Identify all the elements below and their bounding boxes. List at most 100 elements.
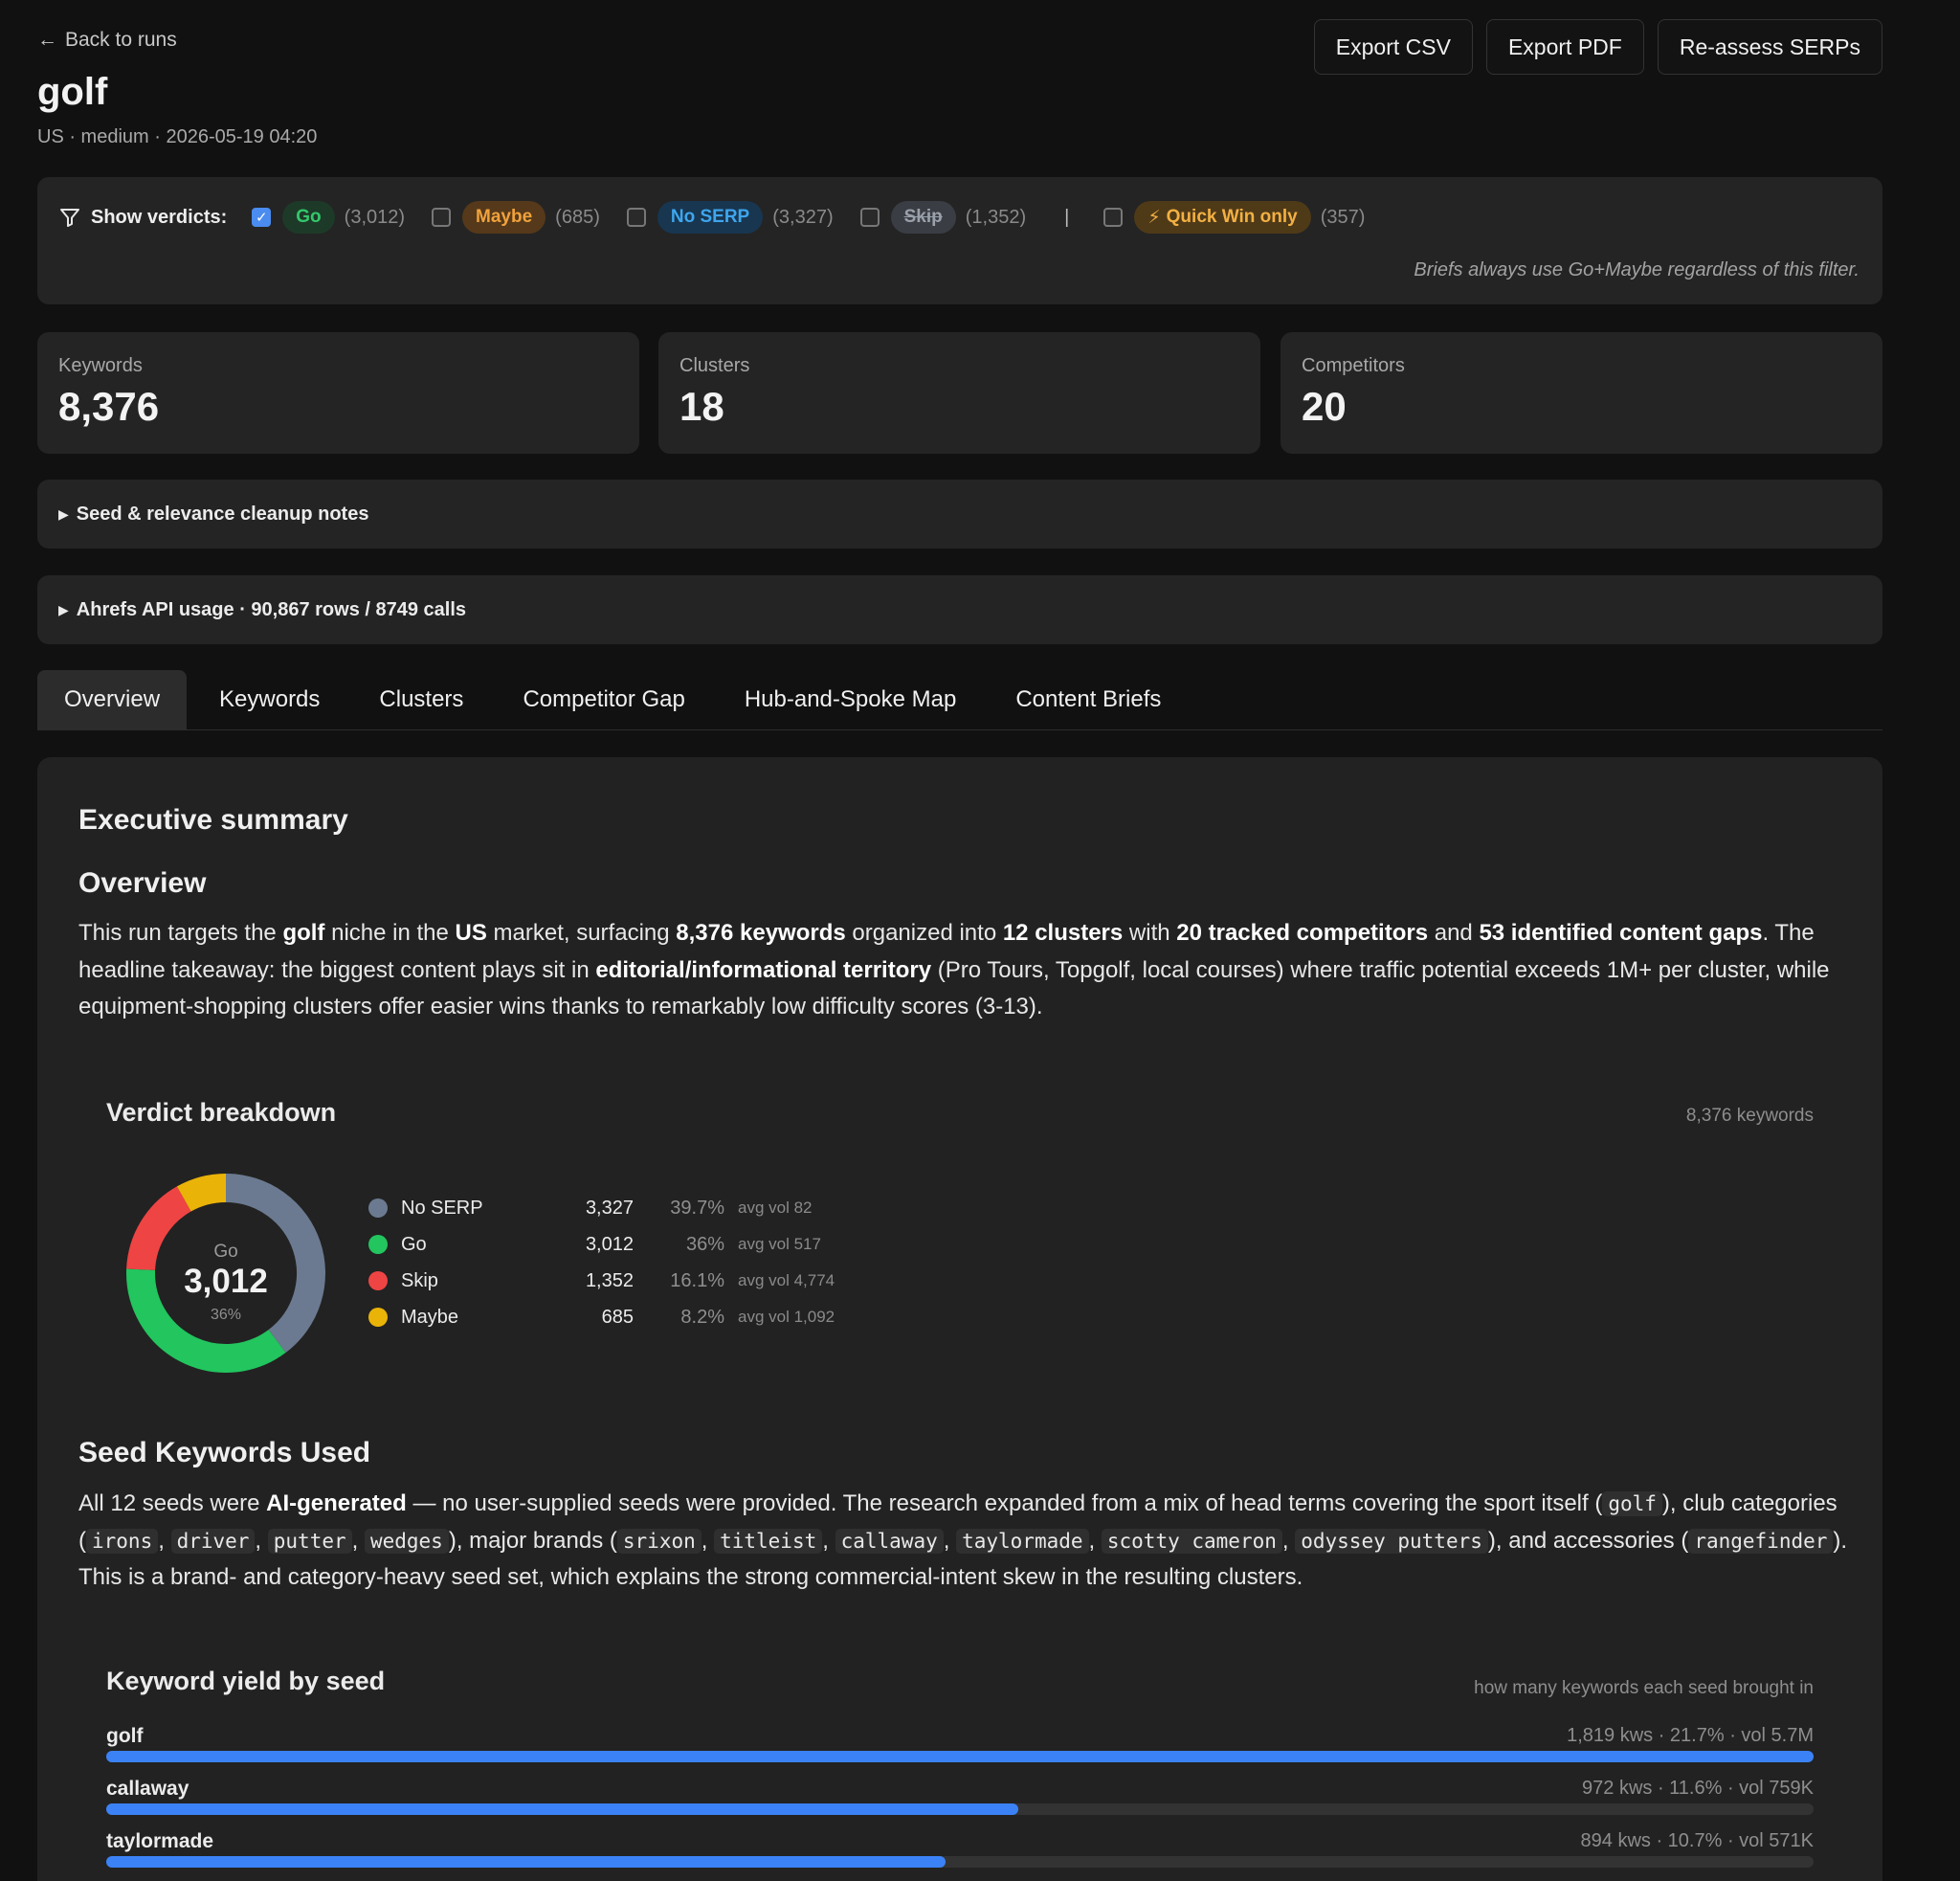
reassess-serps-button[interactable]: Re-assess SERPs [1658,19,1882,75]
seed-code: scotty cameron [1102,1529,1282,1554]
back-link-label: Back to runs [65,29,177,52]
tab-hub-and-spoke-map[interactable]: Hub-and-Spoke Map [718,670,983,729]
legend-row-maybe: Maybe 685 8.2% avg vol 1,092 [368,1299,835,1335]
legend-pct: 8.2% [634,1307,724,1329]
keyword-yield-title: Keyword yield by seed [106,1667,385,1696]
run-meta: US · medium · 2026-05-19 04:20 [37,126,317,148]
seed-bar-track [106,1856,1814,1868]
donut-center-value: 3,012 [184,1263,268,1300]
seed-code: rangefinder [1688,1529,1833,1554]
legend-avg-vol: avg vol 1,092 [738,1308,835,1327]
go-checkbox[interactable]: ✓ [252,208,271,227]
tab-content-briefs[interactable]: Content Briefs [989,670,1188,729]
keywords-stat-card: Keywords 8,376 [37,332,639,454]
seed-bar [106,1751,1814,1762]
seed-name: taylormade [106,1830,213,1853]
verdict-donut-chart: Go 3,012 36% [116,1163,336,1383]
tab-overview[interactable]: Overview [37,670,187,729]
legend-swatch [368,1308,388,1327]
seed-notes-label: Seed & relevance cleanup notes [77,504,369,526]
seed-bar-track [106,1751,1814,1762]
filter-label-text: Show verdicts: [91,207,227,229]
page-title: golf [37,71,107,114]
bold-text: 20 tracked competitors [1176,920,1428,946]
quick-win-pill: ⚡ Quick Win only [1134,201,1310,234]
legend-avg-vol: avg vol 82 [738,1198,813,1218]
seed-keywords-heading: Seed Keywords Used [78,1437,370,1469]
filter-icon [58,206,81,229]
header-actions: Export CSV Export PDF Re-assess SERPs [1314,19,1882,75]
stat-value: 18 [679,384,724,430]
seed-name: golf [106,1725,143,1748]
legend-row-skip: Skip 1,352 16.1% avg vol 4,774 [368,1263,835,1299]
filter-note: Briefs always use Go+Maybe regardless of… [1414,259,1860,281]
skip-count: (1,352) [966,207,1026,229]
legend-name: Skip [401,1270,543,1292]
seed-stats: 894 kws · 10.7% · vol 571K [1581,1830,1814,1852]
seed-code: srixon [617,1529,702,1554]
bold-text: 53 identified content gaps [1479,920,1762,946]
legend-count: 3,327 [543,1198,634,1220]
skip-checkbox[interactable] [860,208,880,227]
run-page: ← Back to runs golf US · medium · 2026-0… [37,0,1882,1881]
legend-row-go: Go 3,012 36% avg vol 517 [368,1226,835,1263]
filter-separator: | [1064,207,1069,229]
seed-bar [106,1803,1018,1815]
seed-code: putter [268,1529,352,1554]
no-serp-verdict-pill: No SERP [657,201,763,234]
legend-pct: 39.7% [634,1198,724,1220]
go-verdict-pill: Go [282,201,334,234]
go-count: (3,012) [345,207,405,229]
seed-code: odyssey putters [1295,1529,1488,1554]
legend-swatch [368,1198,388,1218]
export-csv-button[interactable]: Export CSV [1314,19,1473,75]
legend-swatch [368,1271,388,1290]
triangle-right-icon: ▶ [58,506,69,523]
legend-pct: 16.1% [634,1270,724,1292]
stat-label: Clusters [679,355,749,377]
legend-name: No SERP [401,1198,543,1220]
verdict-legend: No SERP 3,327 39.7% avg vol 82 Go 3,012 … [368,1190,835,1335]
bold-text: 8,376 keywords [676,920,845,946]
tab-bar: Overview Keywords Clusters Competitor Ga… [37,670,1882,730]
seed-notes-toggle[interactable]: ▶ Seed & relevance cleanup notes [37,480,1882,549]
maybe-verdict-pill: Maybe [462,201,546,234]
overview-panel: Executive summary Overview This run targ… [37,757,1882,1881]
stat-label: Keywords [58,355,143,377]
verdict-filter-panel: Show verdicts: ✓ Go (3,012) Maybe (685) … [37,177,1882,304]
stat-value: 8,376 [58,384,159,430]
legend-name: Maybe [401,1307,543,1329]
legend-swatch [368,1235,388,1254]
legend-count: 1,352 [543,1270,634,1292]
seed-keywords-paragraph: All 12 seeds were AI-generated — no user… [78,1486,1849,1597]
seed-code: golf [1602,1491,1662,1516]
tab-keywords[interactable]: Keywords [192,670,346,729]
bold-text: US [456,920,487,946]
no-serp-checkbox[interactable] [627,208,646,227]
legend-avg-vol: avg vol 4,774 [738,1271,835,1290]
back-to-runs-link[interactable]: ← Back to runs [37,29,177,52]
verdict-total-label: 8,376 keywords [1686,1106,1814,1127]
tab-clusters[interactable]: Clusters [352,670,490,729]
bold-text: editorial/informational territory [595,957,931,983]
legend-pct: 36% [634,1234,724,1256]
export-pdf-button[interactable]: Export PDF [1486,19,1644,75]
seed-yield-row: callaway 972 kws · 11.6% · vol 759K [106,1778,1814,1827]
quick-win-checkbox[interactable] [1103,208,1123,227]
api-usage-toggle[interactable]: ▶ Ahrefs API usage · 90,867 rows / 8749 … [37,575,1882,644]
keyword-yield-subtitle: how many keywords each seed brought in [1474,1678,1814,1699]
donut-slice-skip [141,1198,184,1269]
seed-code: irons [86,1529,158,1554]
triangle-right-icon: ▶ [58,602,69,618]
seed-bar [106,1856,946,1868]
quick-win-count: (357) [1321,207,1366,229]
maybe-checkbox[interactable] [432,208,451,227]
tab-competitor-gap[interactable]: Competitor Gap [496,670,711,729]
legend-name: Go [401,1234,543,1256]
seed-name: callaway [106,1778,189,1801]
seed-code: callaway [835,1529,944,1554]
overview-paragraph: This run targets the golf niche in the U… [78,915,1849,1026]
overview-heading: Overview [78,867,206,900]
legend-row-no-serp: No SERP 3,327 39.7% avg vol 82 [368,1190,835,1226]
seed-bar-track [106,1803,1814,1815]
